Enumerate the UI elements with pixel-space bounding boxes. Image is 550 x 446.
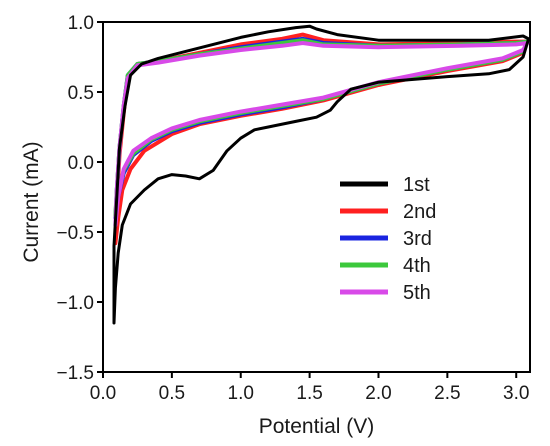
y-axis: 1.0 0.5 0.0 −0.5 −1.0 −1.5 (56, 13, 103, 384)
legend-label-4th: 4th (403, 255, 431, 277)
x-tick-label: 3.0 (503, 383, 529, 404)
x-tick-label: 1.0 (228, 383, 254, 404)
y-tick-label: −1.0 (56, 293, 94, 314)
y-tick-label: 0.0 (68, 153, 94, 174)
x-tick-label: 2.0 (365, 383, 391, 404)
y-tick-label: −0.5 (56, 223, 94, 244)
x-axis: 0.0 0.5 1.0 1.5 2.0 2.5 3.0 (90, 372, 529, 404)
legend-label-5th: 5th (403, 282, 431, 304)
series-line-5th (113, 41, 530, 227)
y-tick-label: −1.5 (56, 363, 94, 384)
legend-label-3rd: 3rd (403, 228, 432, 250)
legend-label-1st: 1st (403, 174, 430, 196)
legend: 1st 2nd 3rd 4th 5th (340, 174, 436, 304)
series-line-1st (112, 24, 530, 325)
x-tick-label: 0.0 (90, 383, 116, 404)
y-tick-label: 0.5 (68, 83, 94, 104)
plot-frame (102, 21, 531, 373)
legend-label-2nd: 2nd (403, 201, 436, 223)
x-tick-label: 1.5 (296, 383, 322, 404)
y-axis-title: Current (mA) (20, 141, 43, 262)
series-layer (112, 24, 530, 325)
x-tick-label: 2.5 (434, 383, 460, 404)
y-tick-label: 1.0 (68, 13, 94, 34)
x-axis-title: Potential (V) (259, 415, 375, 438)
x-tick-label: 0.5 (159, 383, 185, 404)
